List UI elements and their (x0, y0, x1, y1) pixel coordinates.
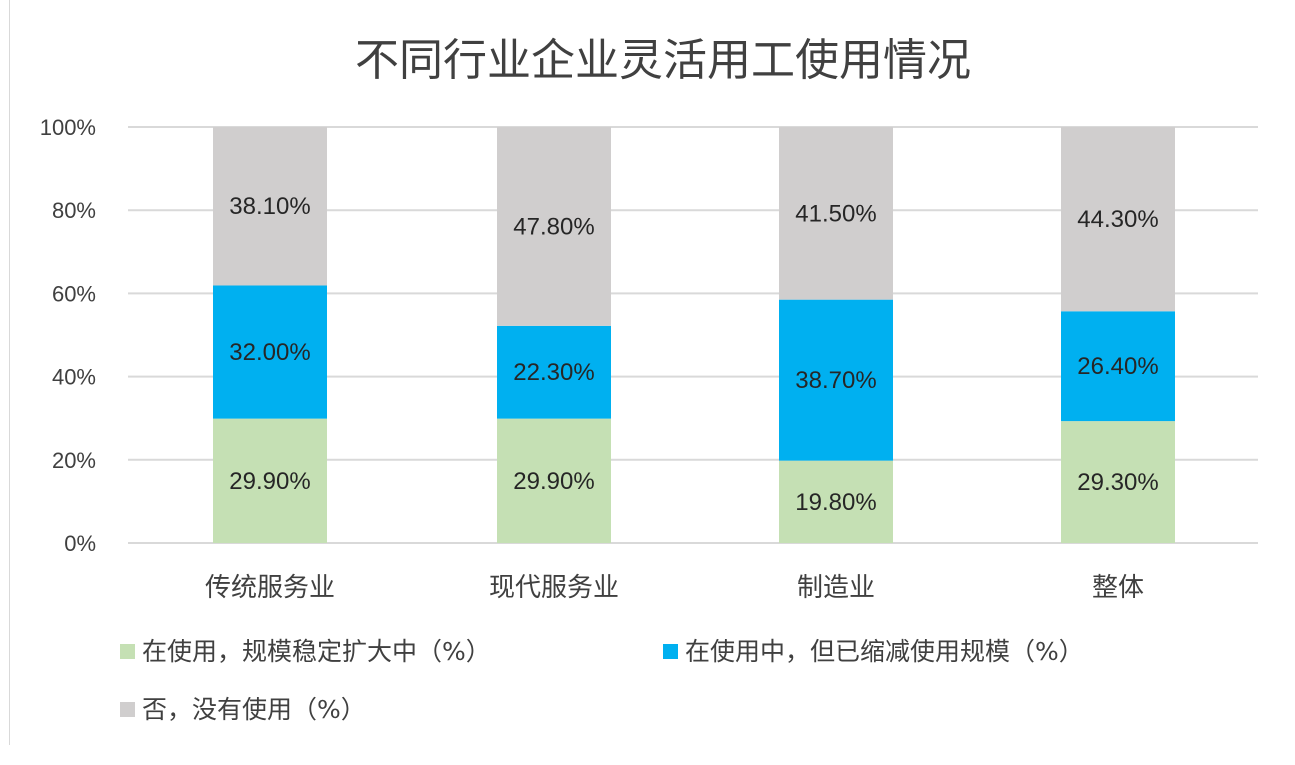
bars (213, 127, 1175, 543)
legend-swatch (120, 644, 135, 659)
legend-item: 在使用中，但已缩减使用规模（%） (663, 637, 1084, 666)
data-label: 47.80% (513, 213, 594, 240)
data-label: 38.10% (229, 193, 310, 220)
bar-segment (779, 299, 893, 461)
bar-segment (779, 127, 893, 300)
data-label: 44.30% (1077, 206, 1158, 233)
x-tick-label: 整体 (1092, 573, 1144, 603)
chart-left-border (9, 0, 10, 745)
legend-item: 否，没有使用（%） (120, 695, 366, 724)
data-labels: 29.90% 32.00% 38.10% 29.90% 22.30% 47.80% 19.8… (229, 193, 1158, 516)
data-label: 41.50% (795, 200, 876, 227)
bar-segment (1061, 421, 1175, 543)
y-tick-label: 60% (52, 281, 96, 306)
y-tick-label: 100% (40, 115, 96, 140)
x-tick-label: 传统服务业 (205, 573, 335, 603)
legend-swatch (120, 702, 135, 717)
x-axis-ticks: 传统服务业 现代服务业 制造业 整体 (205, 573, 1144, 603)
data-label: 29.90% (513, 468, 594, 495)
x-tick-label: 现代服务业 (489, 573, 619, 603)
bar-segment (1061, 311, 1175, 422)
bar-segment (497, 127, 611, 326)
y-tick-label: 40% (52, 365, 96, 390)
bar-segment (497, 418, 611, 543)
y-axis-ticks: 0% 20% 40% 60% 80% 100% (40, 115, 96, 556)
chart-title: 不同行业企业灵活用工使用情况 (355, 35, 971, 86)
y-tick-label: 20% (52, 448, 96, 473)
legend-label: 在使用，规模稳定扩大中（%） (142, 637, 491, 666)
legend-item: 在使用，规模稳定扩大中（%） (120, 637, 491, 666)
bar-segment (213, 285, 327, 419)
legend: 在使用，规模稳定扩大中（%） 在使用中，但已缩减使用规模（%） 否，没有使用（%） (120, 637, 1084, 724)
legend-label: 否，没有使用（%） (142, 695, 366, 724)
bar-segment (779, 460, 893, 543)
y-tick-label: 80% (52, 198, 96, 223)
data-label: 29.30% (1077, 469, 1158, 496)
data-label: 32.00% (229, 339, 310, 366)
bar-segment (213, 418, 327, 543)
legend-label: 在使用中，但已缩减使用规模（%） (685, 637, 1084, 666)
legend-swatch (663, 644, 678, 659)
data-label: 22.30% (513, 359, 594, 386)
data-label: 29.90% (229, 468, 310, 495)
data-label: 26.40% (1077, 353, 1158, 380)
y-tick-label: 0% (64, 531, 96, 556)
data-label: 38.70% (795, 367, 876, 394)
x-tick-label: 制造业 (797, 573, 875, 603)
bar-segment (497, 325, 611, 419)
bar-segment (1061, 127, 1175, 312)
bar-segment (213, 127, 327, 286)
data-label: 19.80% (795, 489, 876, 516)
